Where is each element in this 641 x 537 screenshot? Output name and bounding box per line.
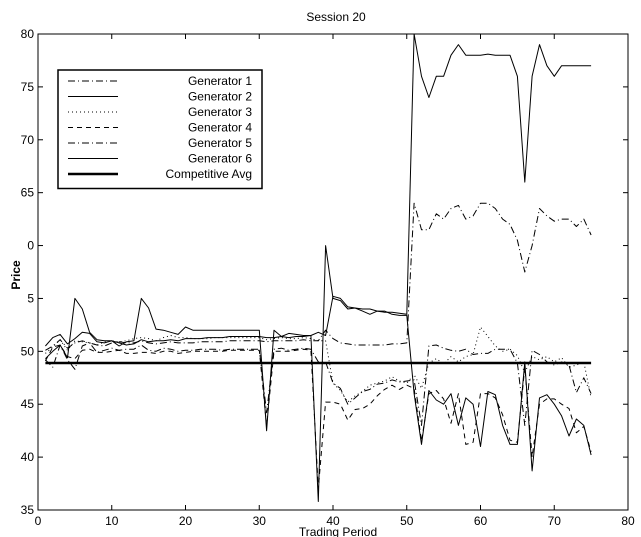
legend-label: Generator 3 bbox=[188, 105, 252, 119]
x-tick-label: 70 bbox=[548, 514, 562, 528]
series-line-6 bbox=[45, 245, 592, 502]
y-tick-label: 75 bbox=[21, 80, 35, 94]
x-axis-label: Trading Period bbox=[299, 525, 377, 537]
plot-area bbox=[44, 34, 592, 502]
y-tick-label: 40 bbox=[21, 450, 35, 464]
y-tick-label: 35 bbox=[21, 503, 35, 517]
y-tick-label: 5 bbox=[27, 291, 34, 305]
x-tick-label: 40 bbox=[326, 514, 340, 528]
x-tick-label: 30 bbox=[253, 514, 267, 528]
y-tick-label: 45 bbox=[21, 397, 35, 411]
legend-label: Generator 2 bbox=[188, 90, 252, 104]
legend-label: Generator 6 bbox=[188, 152, 252, 166]
series-line-5 bbox=[45, 202, 592, 351]
x-tick-label: 50 bbox=[400, 514, 414, 528]
x-tick-label: 80 bbox=[621, 514, 635, 528]
x-tick-label: 60 bbox=[474, 514, 488, 528]
legend-label: Competitive Avg bbox=[166, 167, 253, 181]
y-tick-label: 65 bbox=[21, 186, 35, 200]
x-axis: 0 10 20 30 40 50 60 70 80 bbox=[35, 34, 635, 528]
y-tick-label: 70 bbox=[21, 133, 35, 147]
chart-title: Session 20 bbox=[306, 10, 366, 24]
x-tick-label: 20 bbox=[179, 514, 193, 528]
legend-label: Generator 5 bbox=[188, 136, 252, 150]
legend-label: Generator 1 bbox=[188, 74, 252, 88]
y-tick-label: 50 bbox=[21, 344, 35, 358]
x-tick-label: 0 bbox=[35, 514, 42, 528]
x-tick-label: 10 bbox=[105, 514, 119, 528]
legend-box bbox=[57, 69, 263, 190]
y-tick-label: 0 bbox=[27, 239, 34, 253]
legend-label: Generator 4 bbox=[188, 121, 252, 135]
y-axis-label: Price bbox=[9, 260, 23, 290]
y-tick-label: 80 bbox=[21, 27, 35, 41]
